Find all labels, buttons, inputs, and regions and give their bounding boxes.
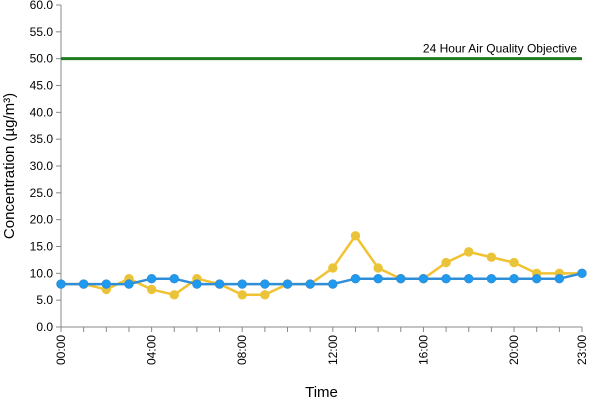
x-tick-label: 16:00 [416,335,430,365]
y-tick-label: 45.0 [30,79,54,93]
y-tick-label: 60.0 [30,0,54,12]
data-point [305,279,315,289]
x-axis-title: Time [305,384,338,400]
y-tick-label: 25.0 [30,186,54,200]
y-axis-ticks: 0.0 5.0 10.0 15.0 20.0 25.0 30.0 35.0 40.0 45.0 50… [30,0,61,334]
y-tick-label: 15.0 [30,240,54,254]
y-tick-label: 20.0 [30,213,54,227]
y-tick-label: 50.0 [30,52,54,66]
data-point [328,279,338,289]
reference-line-group: 24 Hour Air Quality Objective [61,42,582,61]
data-point [124,279,134,289]
data-point [101,279,112,289]
data-point [282,279,293,289]
x-tick-label: 23:00 [575,335,589,365]
data-point [56,279,66,289]
series-layer [56,231,587,300]
data-point [146,274,157,284]
data-point [486,252,497,262]
y-tick-label: 40.0 [30,105,54,119]
data-point [486,274,497,284]
data-point [464,247,474,257]
data-point [554,274,565,284]
x-axis-ticks: 00:00 04:00 08:00 12:00 16:00 20:00 23:00 [54,327,589,365]
series-1 [56,231,587,300]
data-point [146,284,157,295]
series-2 [56,268,587,289]
data-point [441,257,451,268]
x-tick-label: 08:00 [235,335,249,365]
data-point [577,268,587,279]
x-tick-label: 20:00 [507,335,521,365]
data-point [464,274,474,284]
data-point [531,274,542,284]
data-point [260,279,270,289]
data-point [396,274,406,284]
data-point [328,263,338,273]
y-tick-label: 30.0 [30,159,54,173]
series-line [61,234,582,297]
x-tick-label: 00:00 [54,335,68,365]
air-quality-objective-label: 24 Hour Air Quality Objective [423,42,577,56]
data-point [169,290,179,300]
data-point [214,279,225,289]
data-point [260,290,270,300]
data-point [237,279,247,289]
data-point [509,274,519,284]
data-point [192,279,202,289]
x-tick-label: 04:00 [145,335,159,365]
data-point [373,274,383,284]
y-tick-label: 10.0 [30,266,54,280]
data-point [350,231,361,241]
data-point [441,274,451,284]
y-tick-label: 55.0 [30,25,54,39]
data-point [418,274,429,284]
x-tick-label: 12:00 [326,335,340,365]
data-point [78,279,89,289]
y-tick-label: 35.0 [30,132,54,146]
data-point [350,274,361,284]
data-point [509,257,519,268]
data-point [373,263,383,273]
data-point [169,274,179,284]
y-tick-label: 5.0 [36,293,53,307]
data-point [237,290,247,300]
y-axis-title: Concentration (µg/m³) [1,93,18,239]
y-tick-label: 0.0 [36,320,53,334]
